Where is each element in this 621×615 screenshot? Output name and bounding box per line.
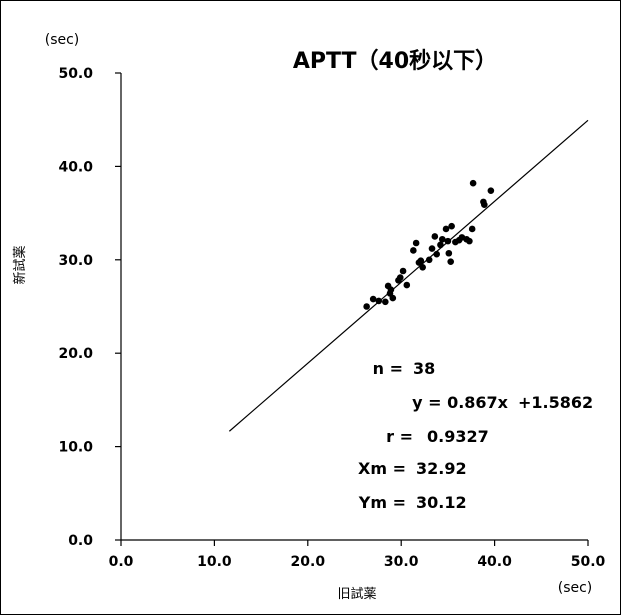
data-point: [469, 179, 477, 187]
data-point: [445, 249, 453, 257]
data-point: [399, 267, 407, 275]
data-point: [419, 263, 426, 271]
y-axis-title: 新試薬: [12, 245, 28, 284]
data-point: [363, 303, 370, 310]
data-point: [403, 281, 411, 289]
x-tick-label: 10.0: [197, 554, 232, 570]
y-tick-label: 40.0: [58, 159, 93, 175]
y-unit-label: (sec): [45, 32, 80, 48]
stat-n-value: 38: [413, 359, 435, 378]
x-axis-title: 旧試薬: [337, 586, 376, 602]
y-tick-label: 10.0: [58, 440, 93, 456]
data-point: [466, 237, 473, 245]
data-point: [468, 225, 476, 233]
stat-r-label: r =: [386, 427, 413, 446]
stat-ym-value: 30.12: [416, 493, 467, 512]
data-point: [448, 222, 455, 230]
data-point: [425, 256, 433, 264]
y-tick-label: 50.0: [58, 66, 93, 82]
stat-n-label: n =: [373, 359, 403, 378]
x-ticks: 0.0 10.0 20.0 30.0 40.0 50.0: [109, 540, 606, 570]
data-point: [444, 237, 452, 245]
data-point: [447, 258, 455, 265]
data-points: [363, 179, 495, 310]
data-point: [438, 235, 446, 243]
data-point: [437, 241, 444, 249]
data-point: [431, 233, 439, 240]
x-unit-label: (sec): [558, 580, 593, 596]
data-point: [428, 245, 436, 252]
regression-line: [228, 119, 589, 432]
data-point: [433, 250, 440, 258]
x-tick-label: 40.0: [477, 554, 512, 570]
stat-xm-label: Xm =: [358, 459, 406, 478]
data-point: [369, 295, 377, 303]
x-tick-label: 50.0: [571, 554, 606, 570]
y-tick-label: 30.0: [58, 253, 93, 269]
stat-ym-label: Ym =: [358, 493, 406, 512]
stat-r-value: 0.9327: [427, 427, 489, 446]
x-tick-label: 20.0: [291, 554, 326, 570]
x-tick-label: 30.0: [384, 554, 419, 570]
stat-equation-value: +1.5862: [518, 393, 593, 412]
x-tick-label: 0.0: [109, 554, 134, 570]
y-tick-label: 0.0: [68, 533, 93, 549]
data-point: [396, 274, 404, 281]
y-ticks: 0.0 10.0 20.0 30.0 40.0 50.0: [58, 66, 121, 549]
y-tick-label: 20.0: [58, 346, 93, 362]
data-point: [412, 239, 420, 247]
stat-equation-label: y = 0.867x: [412, 393, 509, 412]
data-point: [481, 201, 488, 208]
chart-title: APTT（40秒以下）: [293, 49, 497, 74]
data-point: [442, 225, 450, 233]
data-point: [375, 297, 383, 305]
data-point: [410, 247, 417, 254]
stats-annotations: n = 38 y = 0.867x +1.5862 r = 0.9327 Xm …: [358, 359, 593, 512]
data-point: [389, 294, 397, 302]
data-point: [387, 286, 395, 293]
data-point: [487, 187, 495, 194]
data-point: [382, 298, 389, 306]
stat-xm-value: 32.92: [416, 459, 467, 478]
data-point: [417, 257, 425, 265]
